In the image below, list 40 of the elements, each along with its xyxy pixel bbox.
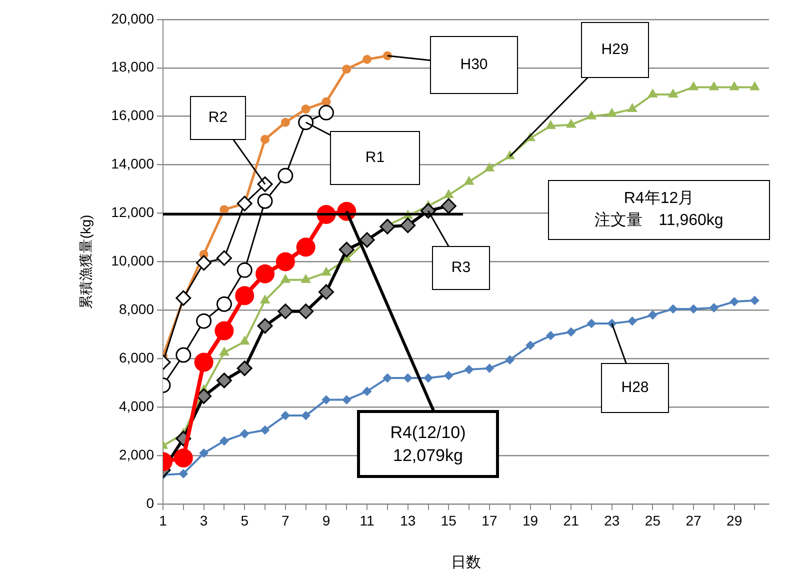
callout-box: R4年12月 注文量 11,960kg [548,180,770,240]
callout-box: H29 [581,22,649,78]
y-tick-label: 4,000 [118,398,154,414]
y-tick-label: 10,000 [111,252,154,269]
y-tick-label: 20,000 [111,10,154,26]
x-tick-label: 17 [482,512,498,528]
y-axis-title: 累積漁獲量(kg) [77,214,94,309]
y-tick-label: 0 [146,494,154,511]
x-tick-label: 13 [400,512,416,528]
x-tick-label: 1 [159,512,168,528]
x-tick-label: 23 [604,512,620,528]
x-tick-label: 21 [563,512,580,528]
x-tick-label: 3 [200,512,208,528]
x-tick-label: 11 [360,512,375,528]
x-tick-label: 15 [440,512,457,528]
annotation: R4年12月 [624,189,694,209]
y-tick-label: 2,000 [118,446,154,462]
callout-box: H30 [430,36,518,94]
x-tick-label: 29 [726,512,742,528]
callout-box: R2 [190,96,246,140]
x-axis-title: 日数 [451,554,481,572]
callout-box: R1 [330,131,420,185]
annotation: 注文量 11,960kg [594,210,724,231]
callout-box: R3 [432,246,490,290]
y-tick-label: 14,000 [111,156,154,172]
text: R3 [451,258,471,278]
annotation: R4(12/10) 12,079kg [390,422,466,467]
y-tick-label: 16,000 [111,107,154,124]
x-tick-label: 7 [282,512,290,528]
y-tick-label: 6,000 [118,349,154,366]
x-tick-label: 19 [522,512,538,528]
y-tick-label: 8,000 [118,301,154,318]
x-tick-label: 5 [240,512,249,528]
x-tick-label: 9 [322,512,330,528]
x-tick-label: 27 [686,512,702,528]
y-tick-label: 18,000 [111,58,154,75]
x-tick-label: 25 [644,512,661,528]
callout-box: R4(12/10) 12,079kg [357,410,499,478]
callout-box: H28 [601,363,669,413]
y-tick-label: 12,000 [111,204,154,220]
